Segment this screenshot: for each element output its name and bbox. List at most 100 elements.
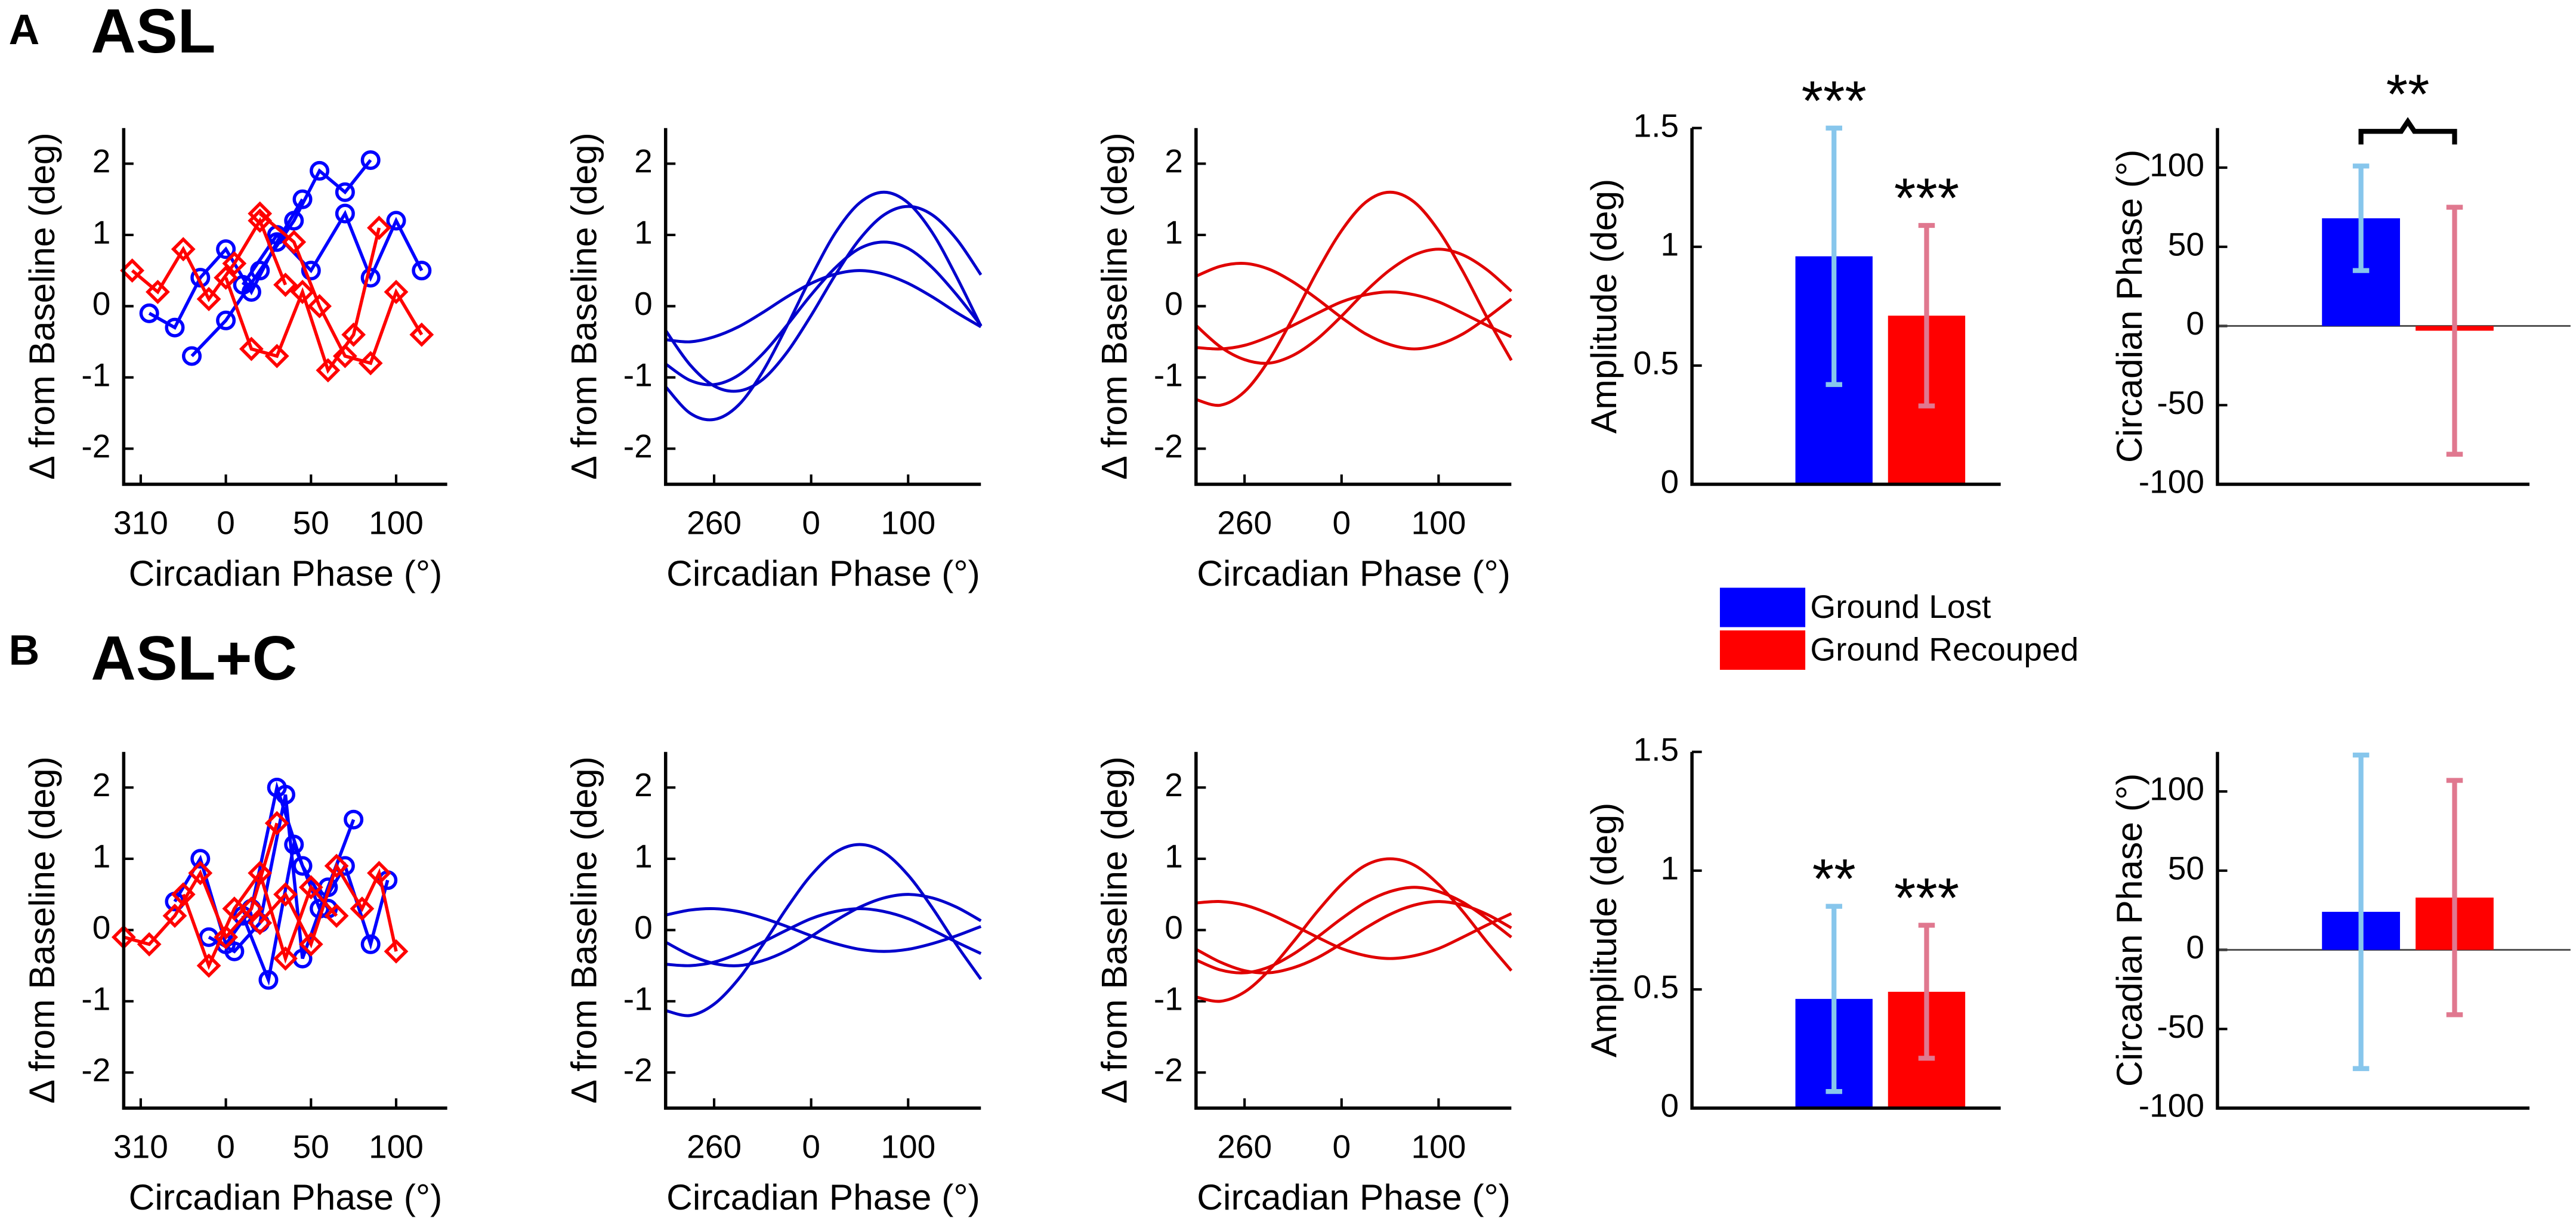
y-tick-label: 0 <box>634 909 653 946</box>
plot-area: ** <box>2217 63 2571 457</box>
chart: -2 -1 0 1 2 310 0 50 100 Circadian Phase (°) Δ fro… <box>21 128 447 593</box>
y-tick-label: 100 <box>2149 147 2204 184</box>
x-tick-label: 260 <box>1217 1128 1272 1165</box>
marker <box>358 351 383 376</box>
x-axis-label: Circadian Phase (°) <box>1197 553 1511 593</box>
series-curve <box>664 205 983 393</box>
marker <box>239 336 264 361</box>
series-line <box>224 227 381 374</box>
marker <box>344 809 364 830</box>
marker <box>284 211 304 231</box>
marker <box>165 317 185 338</box>
significance: *** <box>1802 69 1867 132</box>
marker <box>350 896 375 921</box>
series-curve <box>1196 900 1512 960</box>
y-axis-label: Amplitude (deg) <box>1583 179 1624 434</box>
y-tick-label: 1 <box>634 837 653 874</box>
y-tick-label: 2 <box>1165 143 1183 180</box>
marker <box>264 344 289 369</box>
marker <box>316 358 341 383</box>
y-axis-label: Δ from Baseline (deg) <box>564 132 604 480</box>
marker <box>273 273 298 297</box>
y-tick-label: 2 <box>634 143 653 180</box>
y-axis-label: Δ from Baseline (deg) <box>21 756 62 1103</box>
y-tick-label: 0 <box>1661 1087 1679 1124</box>
x-tick-label: 100 <box>369 504 424 541</box>
series-line <box>131 216 288 302</box>
series-curve <box>665 269 982 344</box>
y-tick-label: 1.5 <box>1633 107 1679 144</box>
error-bar <box>1918 923 1935 1061</box>
series-curve <box>1196 190 1513 407</box>
x-tick-label: 0 <box>1332 504 1351 541</box>
significance: *** <box>1894 166 1959 229</box>
x-tick-label: 100 <box>369 1128 424 1165</box>
axes <box>1194 128 1512 486</box>
legend-swatch <box>1719 630 1806 670</box>
error-bar <box>2446 778 2463 1017</box>
significance: *** <box>1894 867 1959 929</box>
x-axis-label: Circadian Phase (°) <box>666 1177 980 1217</box>
marker <box>298 875 323 900</box>
y-tick-label: -1 <box>1154 356 1183 393</box>
marker <box>275 784 296 805</box>
y-tick-label: -2 <box>1154 428 1183 465</box>
y-axis-label: Δ from Baseline (deg) <box>21 132 62 480</box>
marker <box>171 237 196 262</box>
y-tick-label: 0 <box>1661 463 1679 500</box>
y-tick-label: 1.5 <box>1633 731 1679 768</box>
marker <box>386 211 406 231</box>
x-tick-label: 0 <box>217 1128 235 1165</box>
y-tick-label: 0 <box>634 285 653 322</box>
y-tick-label: -2 <box>623 428 653 465</box>
y-tick-label: -2 <box>81 1051 110 1088</box>
axes <box>2216 751 2530 1110</box>
marker <box>162 904 187 928</box>
y-tick-label: 0 <box>92 285 111 322</box>
series-line <box>258 212 424 366</box>
panel-title: ASL <box>91 0 215 66</box>
marker <box>190 849 211 869</box>
error-bar <box>2446 205 2463 457</box>
marker <box>301 261 321 281</box>
plot-area: *** *** <box>1795 69 1966 485</box>
x-tick-label: 100 <box>881 504 935 541</box>
y-tick-label: -50 <box>2157 384 2204 421</box>
marker <box>367 861 391 886</box>
marker <box>324 853 349 879</box>
marker <box>120 258 145 283</box>
axes <box>1690 751 2001 1110</box>
x-tick-label: 260 <box>687 1128 742 1165</box>
y-tick-label: -1 <box>623 980 653 1017</box>
series-line <box>123 822 279 946</box>
y-tick-label: 0 <box>92 909 111 946</box>
series-line <box>258 862 398 952</box>
x-tick-label: 310 <box>113 504 168 541</box>
y-tick-label: 1 <box>1165 214 1183 250</box>
x-tick-label: 100 <box>881 1128 935 1165</box>
marker <box>146 280 170 304</box>
y-tick-label: 1 <box>634 214 653 250</box>
series-line <box>181 869 338 970</box>
marker <box>248 861 273 886</box>
marker <box>409 322 434 347</box>
x-axis-label: Circadian Phase (°) <box>129 553 443 593</box>
series-curve <box>665 893 982 967</box>
marker <box>248 201 273 226</box>
marker <box>384 939 409 964</box>
panel-letter: B <box>9 626 40 674</box>
marker <box>222 251 247 276</box>
x-tick-label: 50 <box>293 504 329 541</box>
series-curve <box>665 907 982 967</box>
error-bar <box>1918 222 1935 409</box>
y-axis-label: Amplitude (deg) <box>1583 803 1624 1057</box>
marker <box>222 896 247 921</box>
y-tick-label: 0 <box>1165 285 1183 322</box>
marker <box>182 346 202 366</box>
marker <box>188 861 213 886</box>
series-curve <box>665 843 983 1017</box>
series-curve <box>665 907 982 953</box>
